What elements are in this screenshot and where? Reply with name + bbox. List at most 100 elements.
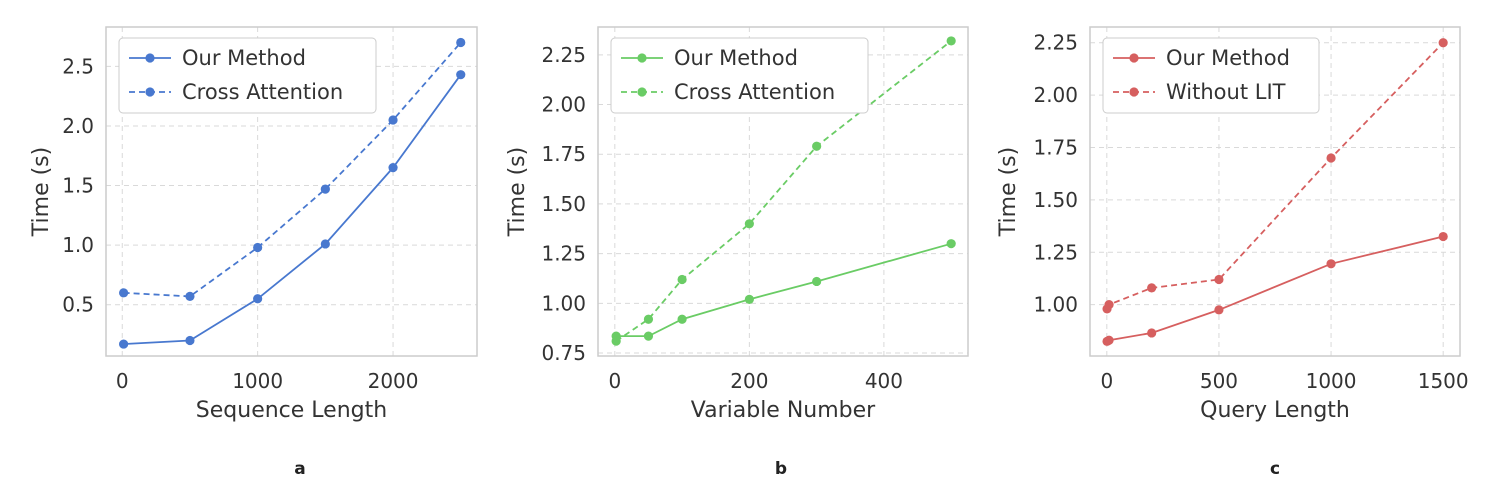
y-tick-label: 2.0	[62, 114, 94, 138]
series-line	[123, 74, 462, 345]
data-point	[253, 242, 263, 253]
plot-frame	[597, 26, 969, 357]
legend: Our Method Without LIT	[1102, 37, 1320, 114]
y-tick-label: 1.50	[541, 192, 586, 216]
legend-label: Without LIT	[1166, 80, 1286, 104]
data-point	[1326, 153, 1336, 163]
data-point	[946, 239, 956, 249]
y-tick-label: 0.75	[541, 341, 586, 365]
x-tick-label: 500	[1200, 369, 1238, 393]
data-point	[611, 336, 621, 346]
x-tick-label: 200	[730, 369, 768, 393]
data-point	[456, 70, 466, 80]
chart-panel-c: 0 500 1000 1500 1.00 1.25 1.50 1.75 2.00 2.25 Quer…	[996, 26, 1469, 479]
y-tick-label: 1.00	[541, 291, 586, 315]
y-tick-label: 1.5	[62, 174, 94, 198]
plot-frame	[1089, 26, 1461, 357]
data-point	[677, 314, 687, 324]
data-point	[812, 141, 822, 151]
data-point	[185, 335, 195, 346]
y-tick-label: 1.75	[541, 142, 586, 166]
x-tick-label: 1000	[1306, 369, 1357, 393]
x-tick-label: 0	[608, 369, 621, 393]
data-point	[643, 314, 654, 324]
y-tick-label: 1.00	[1033, 293, 1078, 317]
data-point	[320, 239, 330, 249]
series-without-lit	[1102, 38, 1448, 314]
legend-frame	[118, 37, 377, 114]
series-cross-attention	[611, 36, 956, 346]
data-point	[1214, 305, 1224, 315]
legend-swatch-marker	[1129, 87, 1139, 97]
data-point	[1147, 283, 1157, 293]
panel-label: c	[1270, 459, 1280, 479]
y-tick-label: 2.00	[1033, 83, 1078, 107]
y-tick-label: 2.00	[541, 93, 586, 117]
y-tick-label: 1.0	[62, 233, 94, 257]
x-tick-label: 2000	[368, 369, 419, 393]
x-tick-label: 400	[865, 369, 903, 393]
x-axis-title: Sequence Length	[196, 398, 387, 423]
legend-swatch-marker	[145, 53, 155, 63]
series-our-method	[611, 239, 956, 341]
data-point	[1104, 300, 1114, 310]
data-point	[1104, 335, 1114, 345]
y-axis-title: Time (s)	[505, 147, 530, 237]
x-tick-label: 0	[116, 369, 129, 393]
x-axis-title: Query Length	[1200, 398, 1350, 423]
y-tick-label: 1.50	[1033, 188, 1078, 212]
y-tick-label: 2.25	[541, 43, 586, 67]
data-point	[643, 331, 654, 341]
series-line	[616, 242, 952, 338]
series-our-method	[1102, 231, 1448, 346]
y-tick-label: 2.25	[1033, 31, 1078, 55]
x-tick-label: 0	[1100, 369, 1113, 393]
data-point	[744, 219, 754, 229]
y-axis-title: Time (s)	[29, 147, 54, 237]
data-point	[1326, 259, 1336, 269]
x-tick-label: 1500	[1418, 369, 1469, 393]
legend-label: Cross Attention	[182, 80, 343, 104]
legend-label: Our Method	[674, 46, 798, 70]
chart-panel-a: 0 1000 2000 0.5 1.0 1.5 2.0 2.5 Sequence Length T…	[29, 26, 478, 479]
series-cross-attention	[119, 37, 466, 301]
data-point	[119, 288, 129, 298]
x-tick-label: 1000	[232, 369, 283, 393]
data-point	[946, 36, 956, 46]
chart-panel-b: 0 200 400 0.75 1.00 1.25 1.50 1.75 2.00 2.25 Varia…	[505, 26, 969, 479]
series-line	[615, 40, 952, 342]
y-tick-label: 1.25	[1033, 240, 1078, 264]
x-axis-title: Variable Number	[691, 398, 876, 423]
data-point	[185, 291, 195, 301]
panel-label: a	[294, 459, 305, 479]
data-point	[253, 294, 263, 304]
y-tick-label: 2.5	[62, 54, 94, 78]
data-point	[320, 184, 330, 194]
legend-frame	[1102, 37, 1320, 114]
plot-frame	[105, 26, 478, 357]
data-point	[744, 294, 754, 304]
data-point	[1147, 328, 1157, 338]
legend: Our Method Cross Attention	[118, 37, 377, 114]
panel-label: b	[775, 459, 787, 479]
y-tick-label: 1.25	[541, 242, 586, 266]
data-point	[1438, 231, 1448, 242]
legend-frame	[610, 37, 869, 114]
data-point	[1214, 274, 1224, 285]
legend: Our Method Cross Attention	[610, 37, 869, 114]
y-axis-title: Time (s)	[996, 147, 1021, 237]
legend-swatch-marker	[637, 53, 647, 63]
data-point	[456, 37, 466, 48]
legend-label: Our Method	[1166, 46, 1290, 70]
y-tick-label: 1.75	[1033, 135, 1078, 159]
data-point	[119, 339, 129, 349]
series-our-method	[119, 70, 466, 349]
legend-label: Our Method	[182, 46, 306, 70]
legend-swatch-marker	[637, 87, 647, 97]
data-point	[812, 276, 822, 287]
legend-swatch-marker	[1129, 53, 1139, 63]
data-point	[388, 163, 398, 173]
series-line	[123, 41, 462, 298]
legend-swatch-marker	[145, 87, 155, 97]
